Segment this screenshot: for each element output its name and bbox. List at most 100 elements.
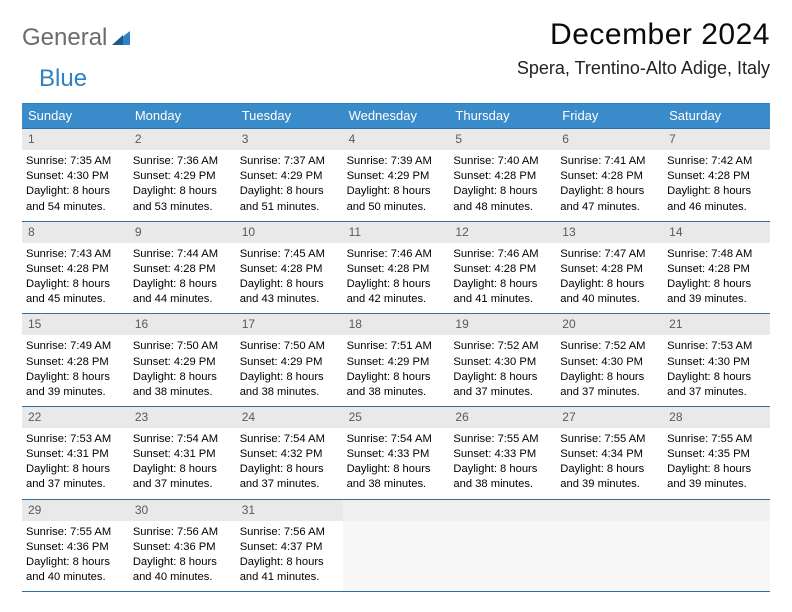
- sunset-line: Sunset: 4:33 PM: [453, 447, 552, 462]
- day-data: Sunrise: 7:46 AMSunset: 4:28 PMDaylight:…: [343, 243, 450, 313]
- day-number: 1: [22, 129, 129, 150]
- daylight-line-1: Daylight: 8 hours: [453, 277, 552, 292]
- day-number: 29: [22, 500, 129, 521]
- daylight-line-2: and 39 minutes.: [667, 477, 766, 492]
- sunset-line: Sunset: 4:29 PM: [240, 169, 339, 184]
- day-number: 13: [556, 222, 663, 243]
- calendar-cell: 24Sunrise: 7:54 AMSunset: 4:32 PMDayligh…: [236, 407, 343, 500]
- day-number: 7: [663, 129, 770, 150]
- day-data: Sunrise: 7:49 AMSunset: 4:28 PMDaylight:…: [22, 335, 129, 405]
- day-number: 6: [556, 129, 663, 150]
- sunrise-line: Sunrise: 7:55 AM: [453, 432, 552, 447]
- day-number: 20: [556, 314, 663, 335]
- daylight-line-1: Daylight: 8 hours: [240, 462, 339, 477]
- calendar-cell: 15Sunrise: 7:49 AMSunset: 4:28 PMDayligh…: [22, 314, 129, 407]
- day-number: 8: [22, 222, 129, 243]
- daylight-line-1: Daylight: 8 hours: [667, 277, 766, 292]
- sunset-line: Sunset: 4:33 PM: [347, 447, 446, 462]
- day-number: 5: [449, 129, 556, 150]
- daylight-line-1: Daylight: 8 hours: [667, 462, 766, 477]
- title-block: December 2024 Spera, Trentino-Alto Adige…: [517, 18, 770, 79]
- day-number: 27: [556, 407, 663, 428]
- sunrise-line: Sunrise: 7:56 AM: [133, 525, 232, 540]
- day-data: Sunrise: 7:54 AMSunset: 4:32 PMDaylight:…: [236, 428, 343, 498]
- sunset-line: Sunset: 4:30 PM: [26, 169, 125, 184]
- sunrise-line: Sunrise: 7:50 AM: [133, 339, 232, 354]
- calendar-cell: 4Sunrise: 7:39 AMSunset: 4:29 PMDaylight…: [343, 129, 450, 222]
- sunset-line: Sunset: 4:28 PM: [560, 169, 659, 184]
- day-number-empty: [343, 500, 450, 521]
- daylight-line-1: Daylight: 8 hours: [26, 184, 125, 199]
- calendar-cell: 8Sunrise: 7:43 AMSunset: 4:28 PMDaylight…: [22, 222, 129, 315]
- sunrise-line: Sunrise: 7:55 AM: [26, 525, 125, 540]
- sunset-line: Sunset: 4:29 PM: [347, 169, 446, 184]
- daylight-line-2: and 37 minutes.: [133, 477, 232, 492]
- daylight-line-1: Daylight: 8 hours: [347, 462, 446, 477]
- sunrise-line: Sunrise: 7:53 AM: [667, 339, 766, 354]
- day-data: Sunrise: 7:41 AMSunset: 4:28 PMDaylight:…: [556, 150, 663, 220]
- calendar-cell: 16Sunrise: 7:50 AMSunset: 4:29 PMDayligh…: [129, 314, 236, 407]
- sunset-line: Sunset: 4:28 PM: [26, 355, 125, 370]
- sunrise-line: Sunrise: 7:42 AM: [667, 154, 766, 169]
- calendar-cell: 17Sunrise: 7:50 AMSunset: 4:29 PMDayligh…: [236, 314, 343, 407]
- daylight-line-1: Daylight: 8 hours: [240, 277, 339, 292]
- sunrise-line: Sunrise: 7:43 AM: [26, 247, 125, 262]
- sunset-line: Sunset: 4:30 PM: [667, 355, 766, 370]
- sunrise-line: Sunrise: 7:45 AM: [240, 247, 339, 262]
- calendar-cell: 27Sunrise: 7:55 AMSunset: 4:34 PMDayligh…: [556, 407, 663, 500]
- calendar-page: General December 2024 Spera, Trentino-Al…: [0, 0, 792, 602]
- daylight-line-1: Daylight: 8 hours: [347, 184, 446, 199]
- sunset-line: Sunset: 4:32 PM: [240, 447, 339, 462]
- calendar-cell: [343, 500, 450, 593]
- calendar-cell: 2Sunrise: 7:36 AMSunset: 4:29 PMDaylight…: [129, 129, 236, 222]
- daylight-line-1: Daylight: 8 hours: [133, 277, 232, 292]
- daylight-line-2: and 51 minutes.: [240, 200, 339, 215]
- calendar-cell: 7Sunrise: 7:42 AMSunset: 4:28 PMDaylight…: [663, 129, 770, 222]
- daylight-line-2: and 46 minutes.: [667, 200, 766, 215]
- daylight-line-2: and 39 minutes.: [26, 385, 125, 400]
- day-data: Sunrise: 7:37 AMSunset: 4:29 PMDaylight:…: [236, 150, 343, 220]
- day-number: 18: [343, 314, 450, 335]
- daylight-line-2: and 44 minutes.: [133, 292, 232, 307]
- day-header: Thursday: [449, 104, 556, 129]
- day-data: Sunrise: 7:50 AMSunset: 4:29 PMDaylight:…: [236, 335, 343, 405]
- daylight-line-2: and 54 minutes.: [26, 200, 125, 215]
- day-number: 21: [663, 314, 770, 335]
- daylight-line-1: Daylight: 8 hours: [26, 462, 125, 477]
- calendar-cell: 3Sunrise: 7:37 AMSunset: 4:29 PMDaylight…: [236, 129, 343, 222]
- location-text: Spera, Trentino-Alto Adige, Italy: [517, 58, 770, 79]
- sunrise-line: Sunrise: 7:50 AM: [240, 339, 339, 354]
- day-number: 4: [343, 129, 450, 150]
- daylight-line-2: and 37 minutes.: [26, 477, 125, 492]
- sunrise-line: Sunrise: 7:55 AM: [560, 432, 659, 447]
- daylight-line-1: Daylight: 8 hours: [240, 370, 339, 385]
- calendar-cell: 13Sunrise: 7:47 AMSunset: 4:28 PMDayligh…: [556, 222, 663, 315]
- sunrise-line: Sunrise: 7:37 AM: [240, 154, 339, 169]
- sunset-line: Sunset: 4:29 PM: [133, 169, 232, 184]
- daylight-line-2: and 37 minutes.: [560, 385, 659, 400]
- calendar-cell: [663, 500, 770, 593]
- day-number: 2: [129, 129, 236, 150]
- calendar-cell: 25Sunrise: 7:54 AMSunset: 4:33 PMDayligh…: [343, 407, 450, 500]
- day-number: 22: [22, 407, 129, 428]
- day-header: Wednesday: [343, 104, 450, 129]
- day-data: Sunrise: 7:36 AMSunset: 4:29 PMDaylight:…: [129, 150, 236, 220]
- daylight-line-1: Daylight: 8 hours: [133, 370, 232, 385]
- daylight-line-1: Daylight: 8 hours: [347, 370, 446, 385]
- sunrise-line: Sunrise: 7:54 AM: [240, 432, 339, 447]
- day-data: Sunrise: 7:46 AMSunset: 4:28 PMDaylight:…: [449, 243, 556, 313]
- calendar-cell: [556, 500, 663, 593]
- sunrise-line: Sunrise: 7:46 AM: [453, 247, 552, 262]
- day-number: 9: [129, 222, 236, 243]
- sunset-line: Sunset: 4:35 PM: [667, 447, 766, 462]
- day-data: Sunrise: 7:40 AMSunset: 4:28 PMDaylight:…: [449, 150, 556, 220]
- day-data: Sunrise: 7:55 AMSunset: 4:35 PMDaylight:…: [663, 428, 770, 498]
- day-number: 23: [129, 407, 236, 428]
- daylight-line-2: and 39 minutes.: [667, 292, 766, 307]
- daylight-line-2: and 50 minutes.: [347, 200, 446, 215]
- day-data: Sunrise: 7:35 AMSunset: 4:30 PMDaylight:…: [22, 150, 129, 220]
- sunset-line: Sunset: 4:28 PM: [667, 169, 766, 184]
- daylight-line-1: Daylight: 8 hours: [26, 277, 125, 292]
- calendar-cell: 10Sunrise: 7:45 AMSunset: 4:28 PMDayligh…: [236, 222, 343, 315]
- daylight-line-2: and 43 minutes.: [240, 292, 339, 307]
